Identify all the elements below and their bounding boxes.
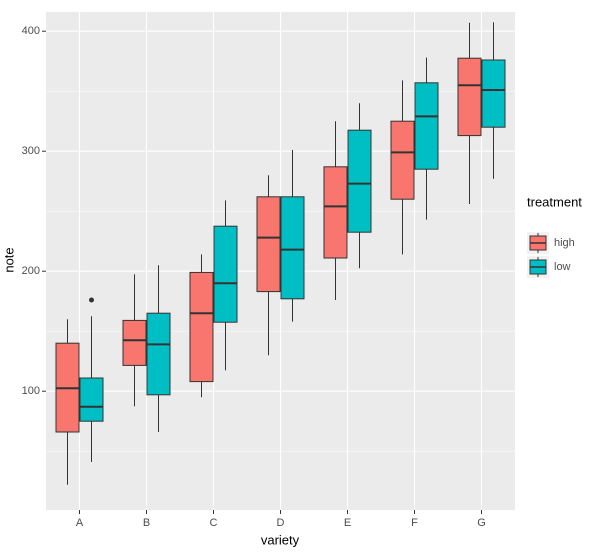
box <box>323 166 348 259</box>
x-tick-label: C <box>210 517 218 529</box>
box <box>146 312 171 396</box>
x-tick-label: B <box>143 517 150 529</box>
x-tick-label: G <box>477 517 486 529</box>
x-tick-label: A <box>76 517 84 529</box>
box <box>390 120 415 200</box>
y-tick-label: 200 <box>22 265 40 277</box>
box <box>122 319 147 366</box>
box <box>79 377 104 422</box>
box <box>280 196 305 300</box>
legend-title: treatment <box>527 194 582 209</box>
x-tick-label: F <box>411 517 418 529</box>
legend-label: high <box>554 237 575 249</box>
outlier <box>89 297 94 303</box>
x-tick-label: E <box>344 517 351 529</box>
legend-label: low <box>554 261 571 273</box>
box <box>256 196 281 293</box>
box <box>457 57 482 137</box>
y-tick-label: 400 <box>22 25 40 37</box>
y-axis-title: note <box>1 247 16 272</box>
box <box>213 225 238 323</box>
x-axis-title: variety <box>261 532 300 547</box>
box <box>189 271 214 383</box>
box <box>481 59 506 128</box>
box <box>347 129 372 233</box>
y-tick-label: 100 <box>22 385 40 397</box>
marks <box>55 22 506 485</box>
y-tick-label: 300 <box>22 145 40 157</box>
x-tick-label: D <box>277 517 285 529</box>
box <box>414 82 439 170</box>
